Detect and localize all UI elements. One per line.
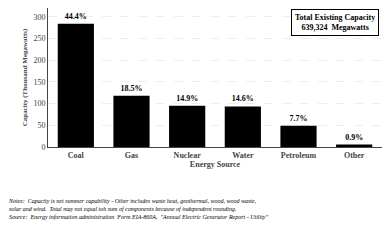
svg-text:300: 300 (33, 12, 45, 21)
svg-text:Gas: Gas (125, 151, 138, 160)
svg-text:Notes: Capacity is net summer: Notes: Capacity is net summer capability… (8, 198, 269, 220)
svg-text:Nuclear: Nuclear (174, 151, 202, 160)
svg-text:44.4%: 44.4% (65, 12, 87, 21)
svg-text:0.9%: 0.9% (345, 133, 363, 142)
svg-text:7.7%: 7.7% (290, 114, 308, 123)
svg-text:Energy Source: Energy Source (190, 160, 241, 169)
svg-text:250: 250 (33, 34, 45, 43)
svg-text:Capacity (Thousand Megawatts): Capacity (Thousand Megawatts) (21, 28, 29, 126)
svg-text:Other: Other (344, 151, 365, 160)
svg-text:0: 0 (41, 143, 45, 152)
svg-text:Water: Water (232, 151, 254, 160)
svg-text:150: 150 (33, 78, 45, 87)
svg-text:14.6%: 14.6% (232, 94, 254, 103)
svg-text:Petroleum: Petroleum (281, 151, 317, 160)
svg-text:Coal: Coal (68, 151, 85, 160)
svg-text:200: 200 (33, 56, 45, 65)
svg-text:50: 50 (37, 121, 45, 130)
svg-text:14.9%: 14.9% (176, 94, 198, 103)
svg-text:100: 100 (33, 99, 45, 108)
svg-text:18.5%: 18.5% (121, 84, 143, 93)
svg-text:Total Existing Capacity639,324: Total Existing Capacity639,324 Megawatts (295, 13, 375, 32)
